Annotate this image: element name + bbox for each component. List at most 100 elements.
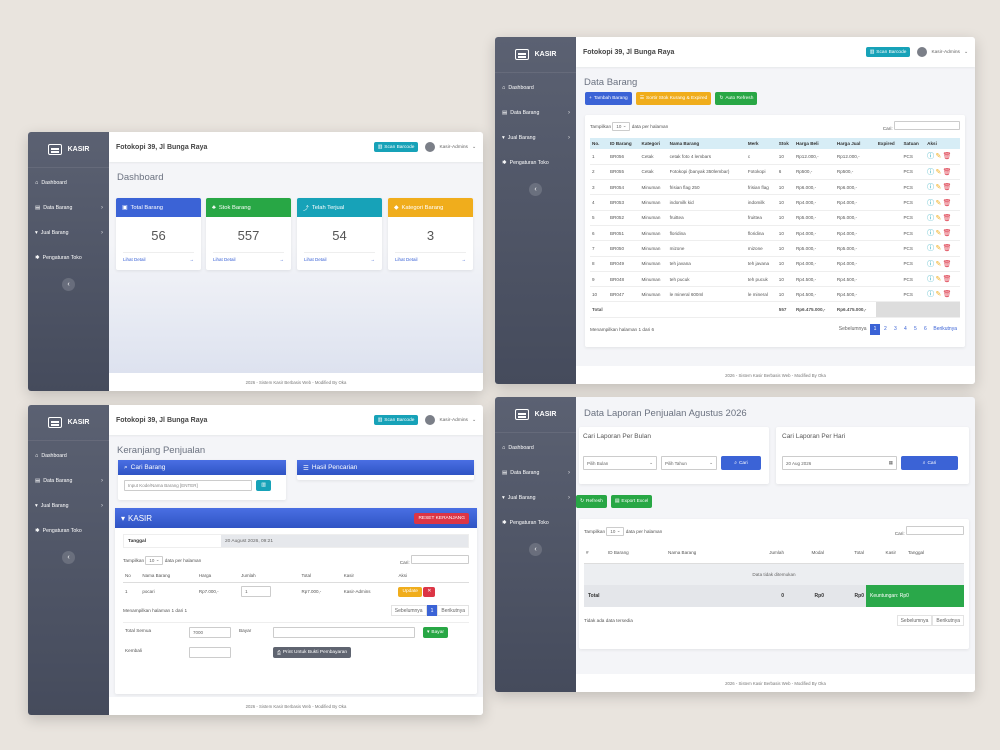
page-length-select[interactable]: 10 ⌄	[606, 526, 625, 536]
sidebar-item-dashboard[interactable]: ⌂ Dashboard	[28, 170, 109, 195]
column-header[interactable]: Aksi	[396, 569, 469, 583]
page-length-select[interactable]: 10 ⌄	[145, 555, 164, 565]
trash-icon[interactable]: 🗑	[942, 168, 952, 176]
sidebar-toggle-button[interactable]: ‹	[62, 551, 75, 564]
pagination-page[interactable]: 2	[880, 323, 891, 335]
column-header[interactable]: Aksi	[925, 138, 960, 149]
update-button[interactable]: Update	[398, 586, 422, 597]
quantity-input[interactable]: 1	[241, 586, 272, 598]
sidebar-item-pengaturan[interactable]: ✱ Pengaturan Toko	[28, 245, 109, 270]
pay-button[interactable]: ▾ Bayar	[423, 627, 448, 638]
export-excel-button[interactable]: ▤ Export Excel	[610, 495, 653, 508]
sidebar-item-pengaturan[interactable]: ✱ Pengaturan Toko	[28, 518, 109, 543]
column-header[interactable]: Jumlah	[239, 569, 300, 583]
info-icon[interactable]: ⓘ	[927, 214, 935, 222]
column-header[interactable]: Satuan	[901, 138, 926, 149]
pagination-page[interactable]: 5	[910, 323, 921, 335]
sidebar-toggle-button[interactable]: ‹	[62, 278, 75, 291]
edit-icon[interactable]: ✎	[935, 260, 942, 268]
avatar[interactable]	[425, 142, 436, 152]
sidebar-item-jual-barang[interactable]: ▾ Jual Barang ›	[495, 125, 576, 150]
sidebar-item-pengaturan[interactable]: ✱ Pengaturan Toko	[495, 150, 576, 175]
auto-refresh-button[interactable]: ↻ Auto Refresh	[715, 92, 758, 105]
sidebar-item-data-barang[interactable]: ▤ Data Barang ›	[495, 100, 576, 125]
sidebar-item-dashboard[interactable]: ⌂ Dashboard	[495, 435, 576, 460]
column-header[interactable]: Jumlah	[769, 550, 784, 556]
trash-icon[interactable]: 🗑	[942, 199, 952, 207]
info-icon[interactable]: ⓘ	[927, 199, 935, 207]
pagination-page[interactable]: 1	[869, 323, 881, 335]
user-name[interactable]: Kasir-Admins	[439, 417, 468, 423]
info-icon[interactable]: ⓘ	[927, 168, 935, 176]
page-length-select[interactable]: 10 ⌄	[612, 121, 631, 131]
chevron-down-icon[interactable]: ⌄	[471, 144, 476, 150]
pagination-next[interactable]: Berikutnya	[437, 605, 469, 616]
column-header[interactable]: Merk	[745, 138, 777, 149]
view-detail-link[interactable]: Lihat Detail →	[123, 252, 194, 262]
column-header[interactable]: Harga	[196, 569, 240, 583]
pagination-page[interactable]: 3	[890, 323, 901, 335]
edit-icon[interactable]: ✎	[935, 199, 942, 207]
sidebar-item-jual-barang[interactable]: ▾ Jual Barang ›	[495, 485, 576, 510]
column-header[interactable]: Harga Beli	[793, 138, 835, 149]
search-input[interactable]	[411, 555, 469, 564]
edit-icon[interactable]: ✎	[935, 153, 942, 161]
user-name[interactable]: Kasir-Admins	[439, 144, 468, 150]
pagination-prev[interactable]: Sebelumnya	[390, 605, 427, 616]
view-detail-link[interactable]: Lihat Detail →	[395, 252, 466, 262]
trash-icon[interactable]: 🗑	[942, 245, 952, 253]
user-name[interactable]: Kasir-Admins	[931, 49, 960, 55]
sidebar-item-jual-barang[interactable]: ▾ Jual Barang ›	[28, 220, 109, 245]
monthly-search-button[interactable]: ⌕ Cari	[721, 456, 761, 470]
trash-icon[interactable]: 🗑	[942, 230, 952, 238]
sidebar-item-pengaturan[interactable]: ✱ Pengaturan Toko	[495, 510, 576, 535]
delete-button[interactable]: ✕	[423, 586, 436, 597]
column-header[interactable]: #	[586, 550, 589, 556]
column-header[interactable]: Total	[299, 569, 342, 583]
change-field[interactable]	[189, 647, 231, 658]
column-header[interactable]: Harga Jual	[834, 138, 876, 149]
info-icon[interactable]: ⓘ	[927, 276, 935, 284]
date-input[interactable]: 20 Aug 2026 ▦	[782, 456, 897, 470]
edit-icon[interactable]: ✎	[935, 230, 942, 238]
sidebar-item-dashboard[interactable]: ⌂ Dashboard	[28, 443, 109, 468]
column-header[interactable]: Kategori	[639, 138, 668, 149]
info-icon[interactable]: ⓘ	[927, 184, 935, 192]
print-receipt-button[interactable]: ⎙ Print Untuk Bukti Pembayaran	[273, 647, 352, 658]
pagination-prev[interactable]: Sebelumnya	[896, 615, 933, 626]
column-header[interactable]: Modal	[811, 550, 824, 556]
search-input[interactable]	[894, 121, 960, 130]
info-icon[interactable]: ⓘ	[927, 245, 935, 253]
scan-barcode-button[interactable]: ▥ Scan Barcode	[865, 47, 911, 57]
column-header[interactable]: Tanggal	[908, 550, 925, 556]
column-header[interactable]: Expired	[875, 138, 902, 149]
avatar[interactable]	[425, 415, 436, 425]
edit-icon[interactable]: ✎	[935, 168, 942, 176]
pagination-page[interactable]: 4	[900, 323, 911, 335]
column-header[interactable]: No	[123, 569, 141, 583]
month-select[interactable]: Pilih Bulan ⌄	[583, 456, 657, 470]
column-header[interactable]: Stok	[776, 138, 794, 149]
view-detail-link[interactable]: Lihat Detail →	[304, 252, 375, 262]
edit-icon[interactable]: ✎	[935, 184, 942, 192]
sidebar-toggle-button[interactable]: ‹	[529, 183, 542, 196]
column-header[interactable]: No.	[590, 138, 608, 149]
trash-icon[interactable]: 🗑	[942, 276, 952, 284]
year-select[interactable]: Pilih Tahun ⌄	[661, 456, 717, 470]
sidebar-item-jual-barang[interactable]: ▾ Jual Barang ›	[28, 493, 109, 518]
reset-cart-button[interactable]: RESET KERANJANG	[414, 512, 469, 524]
total-field[interactable]: 7000	[189, 627, 231, 638]
trash-icon[interactable]: 🗑	[942, 184, 952, 192]
daily-search-button[interactable]: ⌕ Cari	[901, 456, 958, 470]
info-icon[interactable]: ⓘ	[927, 230, 935, 238]
info-icon[interactable]: ⓘ	[927, 153, 935, 161]
sidebar-item-data-barang[interactable]: ▤ Data Barang ›	[28, 468, 109, 493]
pagination-page[interactable]: 1	[426, 605, 438, 616]
trash-icon[interactable]: 🗑	[942, 214, 952, 222]
scan-barcode-button[interactable]: ▥ Scan Barcode	[373, 415, 419, 425]
trash-icon[interactable]: 🗑	[942, 260, 952, 268]
column-header[interactable]: Total	[854, 550, 864, 556]
info-icon[interactable]: ⓘ	[927, 291, 935, 299]
trash-icon[interactable]: 🗑	[942, 291, 952, 299]
column-header[interactable]: Nama Barang	[140, 569, 197, 583]
